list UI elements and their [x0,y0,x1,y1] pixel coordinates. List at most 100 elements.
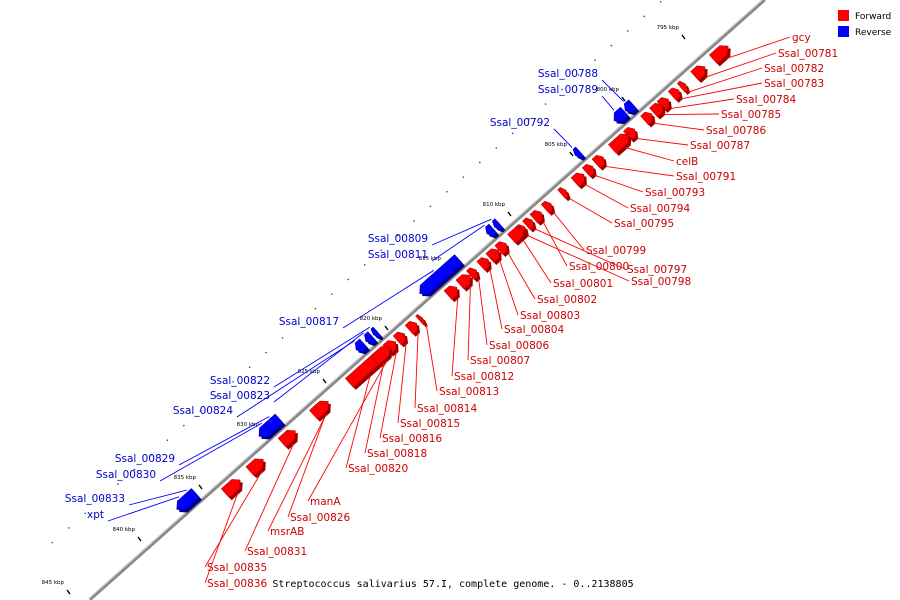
gene-gcy[interactable] [708,45,731,67]
gene-label-ssal-00807[interactable]: Ssal_00807 [470,355,530,367]
gene-label-ssal-00786[interactable]: Ssal_00786 [706,125,766,137]
gene-ssal-00791[interactable] [591,154,607,171]
gene-ssal-00795[interactable] [557,187,571,202]
gene-ssal-00823[interactable] [364,331,379,347]
gene-label-ssal-00818[interactable]: Ssal_00818 [367,448,427,460]
gene-label-celb[interactable]: celB [676,156,698,168]
gene-ssal-00803[interactable] [485,248,502,266]
gene-label-ssal-00804[interactable]: Ssal_00804 [504,324,564,336]
gene-ssal-00835[interactable] [245,458,266,479]
gene-label-ssal-00782[interactable]: Ssal_00782 [764,63,824,75]
gene-label-ssal-00803[interactable]: Ssal_00803 [520,310,580,322]
gene-ssal-00793[interactable] [581,163,597,180]
gene-label-ssal-00798[interactable]: Ssal_00798 [631,276,691,288]
label-leader [704,52,777,78]
gene-ssal-00787[interactable] [622,127,639,143]
gene-ssal-00800[interactable] [529,210,545,226]
gene-ssal-00786[interactable] [640,111,656,128]
gene-label-msrab[interactable]: msrAB [270,526,304,538]
gene-ssal-00814[interactable] [404,321,421,337]
minor-tick [331,293,333,295]
gene-label-ssal-00833[interactable]: Ssal_00833 [65,493,125,505]
gene-ssal-00794[interactable] [570,172,587,190]
gene-label-ssal-00835[interactable]: Ssal_00835 [207,562,267,574]
gene-celb[interactable] [608,133,632,157]
gene-label-ssal-00826[interactable]: Ssal_00826 [290,512,350,524]
gene-label-ssal-00820[interactable]: Ssal_00820 [348,463,408,475]
gene-label-ssal-00788[interactable]: Ssal_00788 [538,68,598,80]
gene-label-xpt[interactable]: xpt [87,509,104,521]
gene-label-ssal-00802[interactable]: Ssal_00802 [537,294,597,306]
gene-label-ssal-00829[interactable]: Ssal_00829 [115,453,175,465]
gene-ssal-00799[interactable] [540,200,556,216]
gene-ssal-00815[interactable] [392,331,409,348]
gene-ssal-00797[interactable] [522,217,537,233]
gene-msrab[interactable] [309,400,331,422]
scale-tick-mark [137,536,142,542]
gene-ssal-00822[interactable] [370,326,384,341]
gene-ssal-00781[interactable] [690,65,708,83]
gene-ssal-00831[interactable] [277,429,298,450]
gene-ssal-00783[interactable] [667,87,683,103]
gene-mana[interactable] [370,346,393,368]
gene-label-gcy[interactable]: gcy [792,32,811,44]
label-leader [287,414,326,518]
gene-ssal-00824[interactable] [354,338,371,355]
gene-ssal-00813[interactable] [415,314,428,328]
gene-ssal-00788[interactable] [623,99,640,116]
gene-label-ssal-00815[interactable]: Ssal_00815 [400,418,460,430]
minor-tick [215,395,218,398]
gene-label-ssal-00799[interactable]: Ssal_00799 [586,245,646,257]
gene-ssal-00784[interactable] [656,97,672,113]
gene-label-ssal-00784[interactable]: Ssal_00784 [736,94,796,106]
gene-label-ssal-00823[interactable]: Ssal_00823 [210,390,270,402]
gene-label-ssal-00801[interactable]: Ssal_00801 [553,278,613,290]
gene-label-ssal-00792[interactable]: Ssal_00792 [490,117,550,129]
gene-label-ssal-00831[interactable]: Ssal_00831 [247,546,307,558]
scale-tick-mark [322,378,327,384]
gene-ssal-00792[interactable] [572,146,587,161]
gene-label-ssal-00806[interactable]: Ssal_00806 [489,340,549,352]
gene-label-ssal-00836[interactable]: Ssal_00836 [207,578,267,590]
gene-arrow [640,111,654,126]
gene-label-ssal-00783[interactable]: Ssal_00783 [764,78,824,90]
gene-ssal-00809[interactable] [491,218,506,233]
gene-ssal-00836[interactable] [220,479,243,501]
gene-label-mana[interactable]: manA [310,496,341,508]
gene-label-ssal-00811[interactable]: Ssal_00811 [368,249,428,261]
gene-label-ssal-00824[interactable]: Ssal_00824 [173,405,233,417]
gene-ssal-00789[interactable] [613,106,631,125]
gene-ssal-00812[interactable] [443,285,460,303]
gene-label-ssal-00794[interactable]: Ssal_00794 [630,203,690,215]
gene-label-ssal-00816[interactable]: Ssal_00816 [382,433,442,445]
gene-ssal-00804[interactable] [476,257,492,273]
label-leader [204,471,263,568]
gene-ssal-00807[interactable] [455,274,473,292]
gene-label-ssal-00781[interactable]: Ssal_00781 [778,48,838,60]
gene-label-ssal-00785[interactable]: Ssal_00785 [721,109,781,121]
gene-label-ssal-00812[interactable]: Ssal_00812 [454,371,514,383]
gene-ssal-00802[interactable] [494,241,510,258]
gene-label-ssal-00817[interactable]: Ssal_00817 [279,316,339,328]
gene-label-ssal-00797[interactable]: Ssal_00797 [627,264,687,276]
gene-label-ssal-00813[interactable]: Ssal_00813 [439,386,499,398]
gene-label-ssal-00791[interactable]: Ssal_00791 [676,171,736,183]
gene-label-ssal-00789[interactable]: Ssal_00789 [538,84,598,96]
gene-label-ssal-00793[interactable]: Ssal_00793 [645,187,705,199]
gene-label-ssal-00787[interactable]: Ssal_00787 [690,140,750,152]
gene-label-ssal-00809[interactable]: Ssal_00809 [368,233,428,245]
gene-ssal-00782[interactable] [676,80,691,95]
gene-label-ssal-00830[interactable]: Ssal_00830 [96,469,156,481]
gene-ssal-00811[interactable] [485,223,500,239]
gene-xpt[interactable] [176,491,199,513]
gene-ssal-00817[interactable] [419,254,466,297]
gene-ssal-00806[interactable] [466,267,481,283]
gene-ssal-00801[interactable] [507,227,526,246]
scale-tick-label: 840 kbp [113,527,136,533]
gene-ssal-00830[interactable] [258,416,282,440]
gene-ssal-00785[interactable] [649,102,666,120]
gene-label-ssal-00822[interactable]: Ssal_00822 [210,375,270,387]
gene-label-ssal-00814[interactable]: Ssal_00814 [417,403,477,415]
gene-label-ssal-00795[interactable]: Ssal_00795 [614,218,674,230]
minor-tick [150,454,152,456]
